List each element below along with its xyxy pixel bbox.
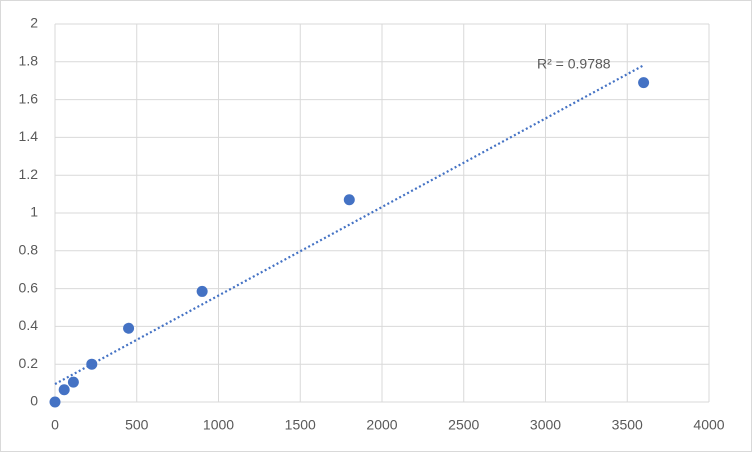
y-tick-label: 0 <box>30 393 38 409</box>
x-tick-label: 2500 <box>448 417 479 433</box>
x-tick-label: 3500 <box>612 417 643 433</box>
data-point <box>58 384 70 396</box>
y-tick-label: 0.4 <box>19 317 39 333</box>
y-tick-label: 1.4 <box>19 128 39 144</box>
x-tick-label: 2000 <box>366 417 397 433</box>
data-point <box>67 376 79 388</box>
data-point <box>123 322 135 334</box>
y-tick-label: 1.8 <box>19 53 39 69</box>
y-tick-label: 1.6 <box>19 90 39 106</box>
y-tick-label: 1 <box>30 204 38 220</box>
data-point <box>196 285 208 297</box>
x-tick-label: 1000 <box>203 417 234 433</box>
data-point <box>638 77 650 89</box>
x-tick-label: 1500 <box>285 417 316 433</box>
data-point <box>86 358 98 370</box>
y-tick-label: 0.2 <box>19 355 39 371</box>
x-tick-label: 3000 <box>530 417 561 433</box>
y-tick-label: 0.6 <box>19 279 39 295</box>
y-tick-label: 1.2 <box>19 166 39 182</box>
y-tick-label: 0.8 <box>19 242 39 258</box>
r-squared-label: R² = 0.9788 <box>537 56 611 72</box>
x-tick-label: 500 <box>125 417 149 433</box>
data-point <box>49 396 61 408</box>
x-tick-label: 0 <box>51 417 59 433</box>
data-point <box>343 194 355 206</box>
x-tick-label: 4000 <box>693 417 724 433</box>
y-tick-label: 2 <box>30 15 38 31</box>
trendline <box>54 64 645 386</box>
